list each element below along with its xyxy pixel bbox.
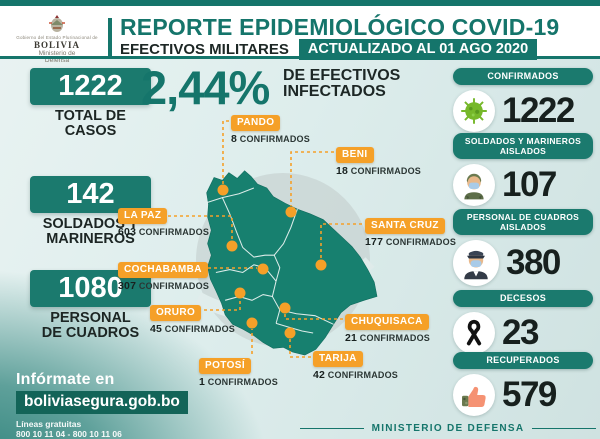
count-label: CONFIRMADOS [164,324,235,334]
department-count: 603 [118,226,137,238]
map-label-chuquisaca: CHUQUISACA 21 CONFIRMADOS [345,311,430,344]
card-soldados-aislados: SOLDADOS Y MARINEROS AISLADOS 107 [453,133,593,207]
logo-gov-line: Gobierno del Estado Plurinacional de [16,35,98,40]
card-title: PERSONAL DE CUADROS AISLADOS [453,209,593,236]
department-name: SANTA CRUZ [365,218,445,234]
infected-percentage: 2,44% [141,61,270,114]
count-label: CONFIRMADOS [138,227,210,237]
stat-label: TOTAL DE CASOS [55,108,126,140]
mourning-ribbon-icon [453,311,495,354]
subtitle-row: EFECTIVOS MILITARES ACTUALIZADO AL 01 AG… [120,39,538,60]
map-label-cochabamba: COCHABAMBA 307 CONFIRMADOS [118,259,209,292]
card-confirmados: CONFIRMADOS 1222 [453,68,593,132]
count-label: CONFIRMADOS [138,281,210,291]
department-dots [217,184,327,339]
card-value: 380 [506,243,561,283]
report-subtitle: EFECTIVOS MILITARES [120,41,289,58]
header: Gobierno del Estado Plurinacional de BOL… [0,6,600,64]
ministry-logo: Gobierno del Estado Plurinacional de BOL… [12,14,102,64]
department-name: POTOSÍ [199,358,252,374]
department-count: 45 [150,323,163,335]
footer-phone-numbers: 800 10 11 04 - 800 10 11 06 [16,429,122,439]
stat-personal-cuadros: 1080 PERSONAL DE CUADROS [30,270,151,342]
coat-of-arms-icon [49,15,65,32]
map-label-beni: BENI 18 CONFIRMADOS [336,144,421,177]
report-title: REPORTE EPIDEMIOLÓGICO COVID-19 [120,14,560,40]
card-personal-aislados: PERSONAL DE CUADROS AISLADOS 380 [453,209,593,287]
updated-badge: ACTUALIZADO AL 01 AGO 2020 [298,39,538,60]
stat-total-casos: 1222 TOTAL DE CASOS [30,68,151,140]
card-title: DECESOS [453,290,593,307]
count-label: CONFIRMADOS [207,377,278,387]
stat-value: 142 [30,176,151,213]
card-value: 1222 [502,90,575,130]
header-divider [108,18,112,58]
footer-website: boliviasegura.gob.bo [16,391,188,414]
department-count: 18 [336,165,349,177]
card-value: 23 [502,312,539,352]
department-count: 177 [365,236,384,248]
count-label: CONFIRMADOS [385,237,457,247]
department-borders [207,187,334,334]
map-label-potosi: POTOSÍ 1 CONFIRMADOS [199,355,278,388]
masked-soldier-icon [453,164,495,207]
footer-info-line: Infórmate en [16,371,115,388]
department-name: PANDO [231,115,281,131]
card-title: SOLDADOS Y MARINEROS AISLADOS [453,133,593,160]
stat-label: PERSONAL DE CUADROS [41,310,140,342]
footer-info: Infórmate en boliviasegura.gob.bo Líneas… [16,371,188,439]
stat-value: 1222 [30,68,151,105]
department-count: 21 [345,332,358,344]
department-name: COCHABAMBA [118,262,208,278]
department-name: CHUQUISACA [345,314,429,330]
thumbs-up-icon [453,373,495,416]
department-name: TARIJA [313,351,363,367]
stat-label: SOLDADOS Y MARINEROS [42,216,139,248]
bolivia-outline [206,170,378,356]
stat-value: 1080 [30,270,151,307]
infected-percentage-caption: DE EFECTIVOS INFECTADOS [283,67,401,100]
logo-country: BOLIVIA [33,40,80,50]
card-title: CONFIRMADOS [453,68,593,85]
card-value: 579 [502,374,557,414]
map-label-pando: PANDO 8 CONFIRMADOS [231,112,310,145]
virus-icon [453,89,495,132]
count-label: CONFIRMADOS [350,166,421,176]
card-title: RECUPERADOS [453,352,593,369]
stat-soldados-marineros: 142 SOLDADOS Y MARINEROS [30,176,151,248]
map-label-tarija: TARIJA 42 CONFIRMADOS [313,348,398,381]
label-connectors [168,120,362,358]
footer-ministry: MINISTERIO DE DEFENSA [300,423,596,434]
count-label: CONFIRMADOS [239,134,310,144]
department-count: 307 [118,280,137,292]
masked-officer-icon [453,240,499,287]
header-rule [0,56,600,59]
top-accent-bar [0,0,600,6]
department-count: 42 [313,369,326,381]
department-name: LA PAZ [118,208,168,224]
department-name: BENI [336,147,374,163]
card-recuperados: RECUPERADOS 579 [453,352,593,416]
logo-ministry: Ministerio de Defensa [38,50,76,65]
count-label: CONFIRMADOS [359,333,430,343]
department-count: 8 [231,133,238,145]
card-value: 107 [502,165,557,205]
divider-line [300,427,364,430]
count-label: CONFIRMADOS [327,370,398,380]
map-label-santa-cruz: SANTA CRUZ 177 CONFIRMADOS [365,215,456,248]
department-name: ORURO [150,305,202,321]
divider-line [532,427,596,430]
footer-ministry-label: MINISTERIO DE DEFENSA [371,423,525,434]
department-count: 1 [199,376,206,388]
map-label-la-paz: LA PAZ 603 CONFIRMADOS [118,205,209,238]
card-decesos: DECESOS 23 [453,290,593,354]
footer-lines-label: Líneas gratuitas [16,419,82,429]
map-label-oruro: ORURO 45 CONFIRMADOS [150,302,235,335]
